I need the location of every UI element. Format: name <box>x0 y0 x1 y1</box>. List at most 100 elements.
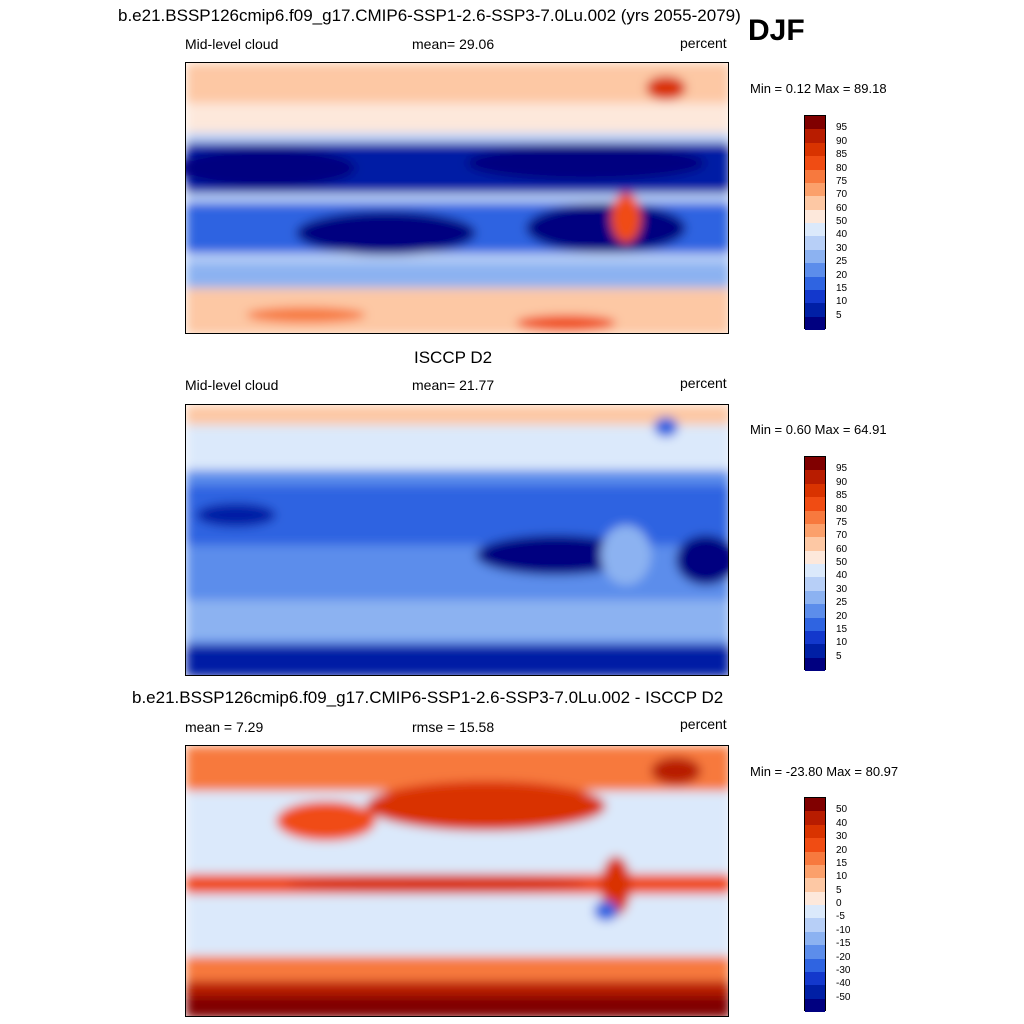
units-label: percent <box>680 35 727 51</box>
colorbar-tick-label: 40 <box>836 570 848 582</box>
map-model-cloud <box>185 62 729 334</box>
colorbar-swatch <box>805 878 825 892</box>
colorbar-swatch <box>805 864 825 879</box>
colorbar-tick-label: 75 <box>836 175 848 187</box>
colorbar-swatch <box>805 196 825 210</box>
colorbar-swatch <box>805 457 825 471</box>
colorbar-swatch <box>805 497 825 511</box>
colorbar-swatch <box>805 630 825 645</box>
colorbar-tick-label: 90 <box>836 476 848 488</box>
colorbar-swatch <box>805 824 825 839</box>
colorbar-tick-label: 10 <box>836 296 848 308</box>
colorbar-swatch <box>805 590 825 605</box>
colorbar-tick-label: 5 <box>836 309 842 321</box>
panel-title-diff: b.e21.BSSP126cmip6.f09_g17.CMIP6-SSP1-2.… <box>132 688 724 707</box>
colorbar-swatch <box>805 564 825 578</box>
colorbar-tick-label: -5 <box>836 911 845 923</box>
colorbar-tick-label: 50 <box>836 216 848 227</box>
colorbar-tick-label: 25 <box>836 597 848 609</box>
colorbar-swatch <box>805 577 825 591</box>
colorbar-tick-label: 80 <box>836 503 848 515</box>
colorbar-swatch <box>805 891 825 905</box>
colorbar-tick-label: 85 <box>836 149 848 161</box>
panel-title-obs: ISCCP D2 <box>414 348 493 367</box>
colorbar-tick-label: -40 <box>836 978 851 990</box>
colorbar-swatch <box>805 644 825 658</box>
colorbar-swatch <box>805 798 825 812</box>
colorbar-tick-label: 50 <box>836 557 848 568</box>
units-label: percent <box>680 375 727 391</box>
colorbar-tick-label: 10 <box>836 871 848 883</box>
colorbar-tick-label: 80 <box>836 162 848 174</box>
colorbar-tick-label: 30 <box>836 583 848 595</box>
colorbar-swatch <box>805 537 825 551</box>
colorbar-tick-label: 20 <box>836 610 848 622</box>
colorbar-swatch <box>805 971 825 986</box>
units-label: percent <box>680 716 727 732</box>
colorbar-tick-label: -15 <box>836 938 851 950</box>
colorbar-tick-label: 85 <box>836 490 848 502</box>
rmse-label: rmse = 15.58 <box>412 719 495 735</box>
colorbar-tick-label: -10 <box>836 924 851 936</box>
colorbar-tick-label: -50 <box>836 991 851 1003</box>
colorbar-swatch <box>805 811 825 825</box>
colorbar-swatch <box>805 617 825 631</box>
colorbar-tick-label: 5 <box>836 884 842 896</box>
mean-label: mean= 21.77 <box>412 377 495 393</box>
colorbar-tick-label: 5 <box>836 650 842 662</box>
colorbar-swatch <box>805 918 825 932</box>
colorbar-swatch <box>805 470 825 484</box>
colorbar-swatch <box>805 236 825 250</box>
colorbar-swatch <box>805 303 825 317</box>
colorbar-swatch <box>805 156 825 170</box>
colorbar-swatch <box>805 657 825 671</box>
colorbar-swatch <box>805 523 825 538</box>
colorbar-swatch <box>805 985 825 999</box>
colorbar-swatch <box>805 116 825 130</box>
colorbar-tick-label: -20 <box>836 951 851 963</box>
colorbar-tick-label: 40 <box>836 229 848 241</box>
colorbar-tick-label: 30 <box>836 831 848 843</box>
colorbar-swatch <box>805 249 825 264</box>
map-obs-cloud <box>185 404 729 676</box>
colorbar-tick-label: 70 <box>836 189 848 201</box>
colorbar-swatch <box>805 169 825 183</box>
colorbar-tick-label: 60 <box>836 543 848 555</box>
colorbar-tick-label: -30 <box>836 964 851 976</box>
colorbar-swatch <box>805 209 825 223</box>
colorbar-tick-label: 60 <box>836 202 848 214</box>
panel-title-model: b.e21.BSSP126cmip6.f09_g17.CMIP6-SSP1-2.… <box>118 6 741 25</box>
colorbar-swatch <box>805 289 825 304</box>
colorbar-swatch <box>805 998 825 1012</box>
season-label: DJF <box>748 14 805 47</box>
colorbar-tick-label: 15 <box>836 857 848 869</box>
minmax-label: Min = 0.60 Max = 64.91 <box>750 422 887 437</box>
colorbar-tick-label: 75 <box>836 516 848 528</box>
minmax-label: Min = 0.12 Max = 89.18 <box>750 81 887 96</box>
map-difference <box>185 745 729 1017</box>
colorbar-swatch <box>805 905 825 919</box>
colorbar-tick-label: 10 <box>836 637 848 649</box>
colorbar-tick-label: 20 <box>836 269 848 281</box>
colorbar-swatch <box>805 142 825 157</box>
colorbar-tick-label: 50 <box>836 804 848 816</box>
colorbar-tick-label: 0 <box>836 898 842 909</box>
colorbar-tick-label: 95 <box>836 122 848 134</box>
colorbar-swatch <box>805 838 825 852</box>
colorbar-swatch <box>805 263 825 277</box>
colorbar-swatch <box>805 945 825 959</box>
colorbar-swatch <box>805 276 825 290</box>
variable-label: Mid-level cloud <box>185 377 279 393</box>
colorbar-tick-label: 70 <box>836 530 848 542</box>
colorbar-swatch <box>805 851 825 865</box>
colorbar-tick-label: 15 <box>836 623 848 635</box>
colorbar-swatch <box>805 550 825 564</box>
colorbar-tick-label: 95 <box>836 463 848 475</box>
colorbar-tick-label: 15 <box>836 282 848 294</box>
colorbar-tick-label: 30 <box>836 242 848 254</box>
colorbar-tick-label: 90 <box>836 135 848 147</box>
colorbar-swatch <box>805 223 825 237</box>
map-svg <box>186 63 728 333</box>
colorbar-obs <box>804 456 826 671</box>
mean-label: mean = 7.29 <box>185 719 264 735</box>
